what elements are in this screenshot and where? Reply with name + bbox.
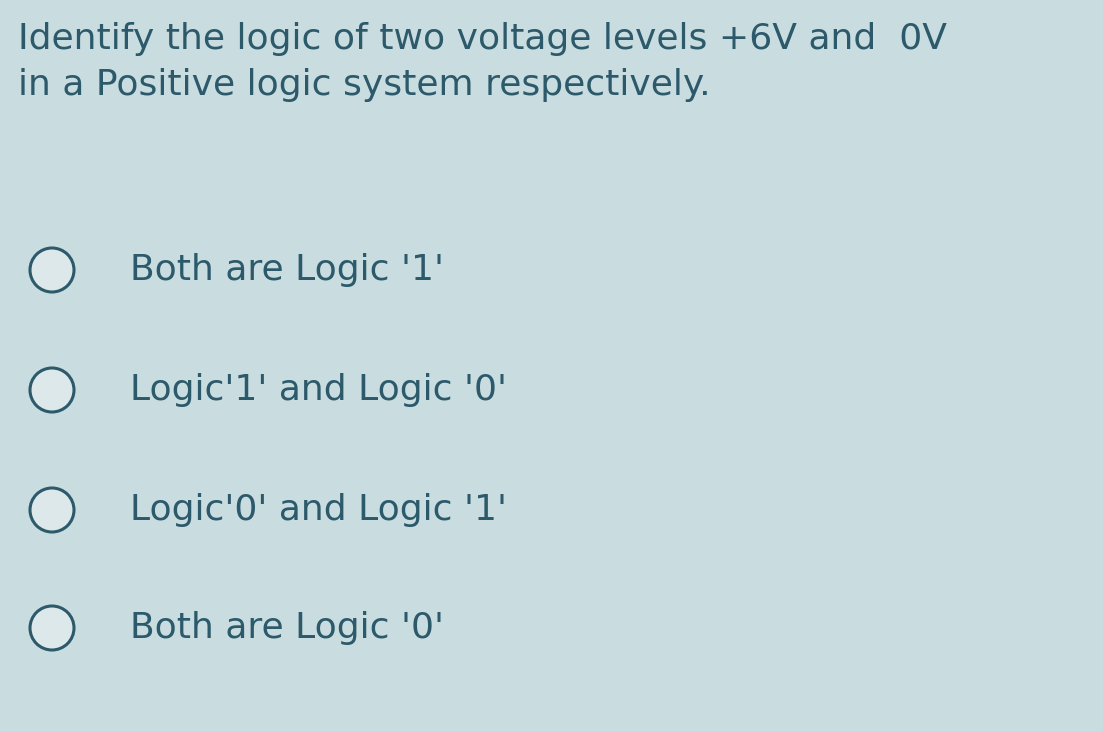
Text: Logic'0' and Logic '1': Logic'0' and Logic '1' xyxy=(130,493,507,527)
Text: Identify the logic of two voltage levels +6V and  0V: Identify the logic of two voltage levels… xyxy=(18,22,947,56)
Text: Both are Logic '1': Both are Logic '1' xyxy=(130,253,445,287)
Text: Logic'1' and Logic '0': Logic'1' and Logic '0' xyxy=(130,373,507,407)
Ellipse shape xyxy=(30,606,74,650)
Text: Both are Logic '0': Both are Logic '0' xyxy=(130,611,445,645)
Ellipse shape xyxy=(30,488,74,532)
Ellipse shape xyxy=(30,368,74,412)
Ellipse shape xyxy=(30,248,74,292)
Text: in a Positive logic system respectively.: in a Positive logic system respectively. xyxy=(18,68,710,102)
